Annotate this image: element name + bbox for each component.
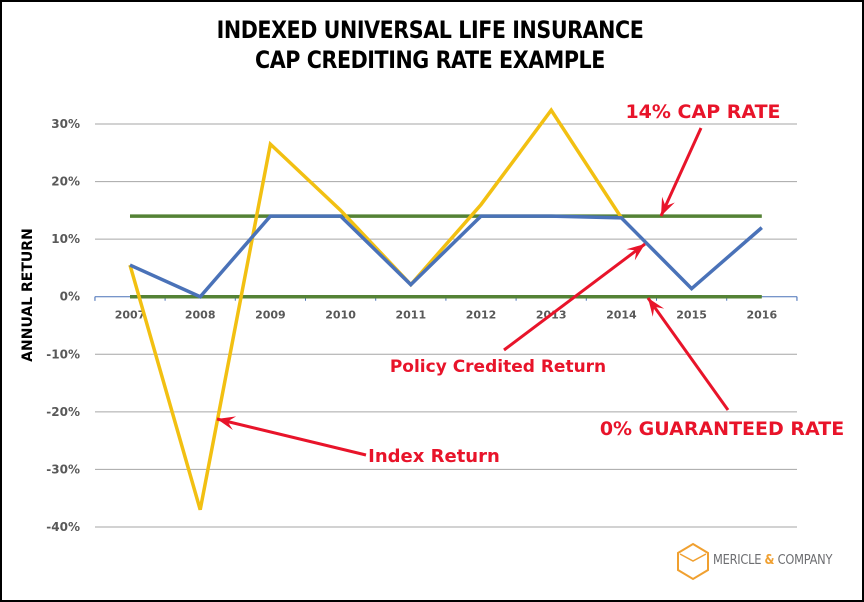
chart-subtitle: CAP CREDITING RATE EXAMPLE <box>255 46 605 74</box>
x-axis: 2007200820092010201120122013201420152016 <box>94 296 798 322</box>
logo-text-left: MERICLE <box>713 553 765 568</box>
x-tick-label: 2016 <box>746 309 777 322</box>
annotations: 14% CAP RATE Policy Credited Return 0% GUA… <box>216 101 844 467</box>
gridlines <box>95 123 797 528</box>
index-return-line <box>128 107 623 511</box>
guaranteed-rate-arrow-shaft <box>646 297 730 411</box>
y-tick-label: 30% <box>51 117 80 131</box>
cap-rate-arrow-shaft <box>659 127 703 217</box>
x-tick-label: 2014 <box>606 309 637 322</box>
y-tick-label: -20% <box>46 405 80 419</box>
policy-credited-return-annotation: Policy Credited Return <box>390 357 606 377</box>
y-tick-label: 0% <box>60 290 80 304</box>
guaranteed-rate-annotation: 0% GUARANTEED RATE <box>600 418 844 440</box>
cap-rate-annotation: 14% CAP RATE <box>625 101 780 123</box>
logo-ampersand: & <box>764 553 775 568</box>
y-tick-label: -40% <box>46 520 80 534</box>
policy-credited-arrow-head <box>626 244 645 261</box>
series-lines <box>128 107 763 511</box>
y-tick-label: -30% <box>46 462 80 476</box>
logo-text: MERICLE & COMPANY <box>713 553 832 568</box>
policy-credited-arrow-shaft <box>503 242 646 352</box>
x-tick-label: 2015 <box>676 309 707 322</box>
x-tick-label: 2010 <box>325 309 356 322</box>
x-tick-label: 2009 <box>255 309 286 322</box>
index-return-annotation: Index Return <box>368 446 500 467</box>
y-tick-label: -10% <box>46 347 80 361</box>
index-return-arrow-shaft <box>216 417 367 457</box>
cap-rate-arrow-head <box>661 196 675 216</box>
x-tick-label: 2012 <box>466 309 497 322</box>
guaranteed-rate-arrow-head <box>648 298 665 317</box>
index-return-arrow-head <box>217 416 237 431</box>
x-tick-label: 2007 <box>115 309 146 322</box>
policy-credited-return-line <box>129 214 763 299</box>
chart-title: INDEXED UNIVERSAL LIFE INSURANCE <box>216 16 644 44</box>
y-tick-label: 10% <box>51 232 80 246</box>
x-tick-label: 2008 <box>185 309 216 322</box>
logo-text-right: COMPANY <box>774 553 833 568</box>
y-tick-label: 20% <box>51 175 80 189</box>
x-tick-label: 2011 <box>395 309 426 322</box>
y-tick-labels: 30% 20% 10% 0% -10% -20% -30% -40% <box>46 117 80 534</box>
